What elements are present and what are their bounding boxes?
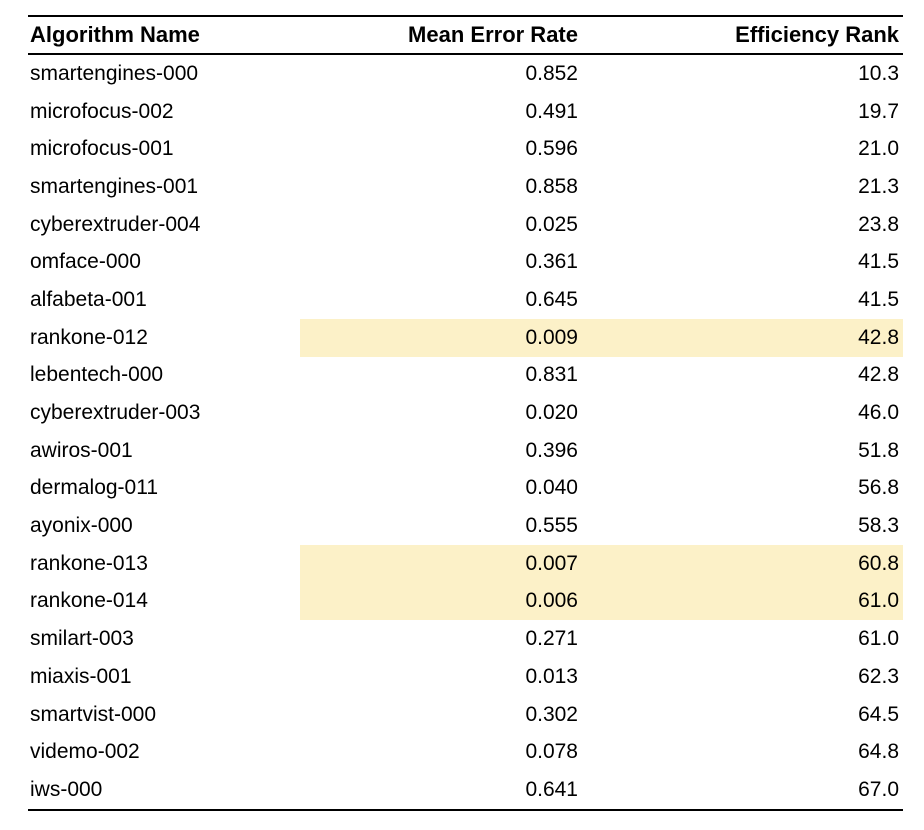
table-row: rankone-012 0.009 42.8: [28, 318, 903, 357]
mean-error-rate-cell: 0.645: [525, 287, 578, 311]
mean-error-rate-cell: 0.858: [525, 174, 578, 198]
efficiency-rank-cell: 41.5: [858, 287, 899, 311]
col-header-mean-error-rate: Mean Error Rate: [300, 15, 582, 55]
mean-error-rate-cell: 0.852: [525, 61, 578, 85]
col-header-algorithm-name: Algorithm Name: [28, 15, 300, 55]
mean-error-rate-cell: 0.596: [525, 137, 578, 161]
algorithm-name-cell: awiros-001: [30, 438, 133, 462]
table-row: rankone-013 0.007 60.8: [28, 544, 903, 583]
mean-error-rate-cell: 0.641: [300, 771, 582, 811]
efficiency-rank-cell: 42.8: [582, 318, 903, 357]
efficiency-rank-cell: 62.3: [858, 664, 899, 688]
table-row: microfocus-001 0.596 21.0: [28, 130, 903, 168]
algorithm-name-cell: lebentech-000: [30, 363, 164, 387]
algorithm-name-cell: iws-000: [28, 771, 300, 811]
mean-error-rate-cell: 0.040: [525, 476, 578, 500]
mean-error-rate-cell: 0.302: [525, 702, 578, 726]
algorithm-name-cell: rankone-014: [30, 589, 148, 613]
efficiency-rank-cell: 21.0: [858, 137, 899, 161]
algorithm-name-cell: ayonix-000: [30, 514, 133, 538]
mean-error-rate-cell: 0.491: [525, 99, 578, 123]
efficiency-rank-cell: 41.5: [858, 250, 899, 274]
algorithm-name-cell: cyberextruder-003: [30, 401, 201, 425]
table-row: omface-000 0.361 41.5: [28, 243, 903, 281]
efficiency-rank-cell: 61.0: [582, 582, 903, 621]
algorithm-name-cell: omface-000: [30, 250, 141, 274]
table-row: smartengines-001 0.858 21.3: [28, 168, 903, 206]
algorithm-name-cell: miaxis-001: [30, 664, 132, 688]
efficiency-rank-cell: 56.8: [858, 476, 899, 500]
efficiency-rank-cell: 64.5: [858, 702, 899, 726]
mean-error-rate-cell: 0.020: [525, 401, 578, 425]
efficiency-rank-cell: 46.0: [858, 401, 899, 425]
algorithm-name-cell: microfocus-002: [30, 99, 174, 123]
mean-error-rate-cell: 0.361: [525, 250, 578, 274]
mean-error-rate-cell: 0.009: [300, 318, 582, 357]
table-row: miaxis-001 0.013 62.3: [28, 658, 903, 696]
efficiency-rank-cell: 23.8: [858, 212, 899, 236]
algorithm-table: Algorithm Name Mean Error Rate Efficienc…: [28, 15, 903, 811]
table-row: cyberextruder-004 0.025 23.8: [28, 206, 903, 244]
table-row: cyberextruder-003 0.020 46.0: [28, 394, 903, 432]
table-row: lebentech-000 0.831 42.8: [28, 357, 903, 395]
algorithm-name-cell: alfabeta-001: [30, 287, 147, 311]
mean-error-rate-cell: 0.396: [525, 438, 578, 462]
mean-error-rate-cell: 0.006: [300, 582, 582, 621]
algorithm-name-cell: videmo-002: [30, 740, 140, 764]
algorithm-name-cell: smartengines-000: [30, 61, 199, 85]
algorithm-name-cell: cyberextruder-004: [30, 212, 201, 236]
table-row: smartengines-000 0.852 10.3: [28, 54, 903, 93]
efficiency-rank-cell: 61.0: [858, 627, 899, 651]
table-row: ayonix-000 0.555 58.3: [28, 507, 903, 545]
efficiency-rank-cell: 58.3: [858, 514, 899, 538]
table-body: smartengines-000 0.852 10.3 microfocus-002 0…: [28, 54, 903, 811]
efficiency-rank-cell: 64.8: [858, 740, 899, 764]
mean-error-rate-cell: 0.078: [525, 740, 578, 764]
efficiency-rank-cell: 10.3: [858, 61, 899, 85]
mean-error-rate-cell: 0.025: [525, 212, 578, 236]
table-row: videmo-002 0.078 64.8: [28, 733, 903, 771]
algorithm-name-cell: rankone-013: [30, 551, 148, 575]
table-row: smilart-003 0.271 61.0: [28, 620, 903, 658]
efficiency-rank-cell: 19.7: [858, 99, 899, 123]
table-row: microfocus-002 0.491 19.7: [28, 93, 903, 131]
efficiency-rank-cell: 67.0: [582, 771, 903, 811]
table-row: rankone-014 0.006 61.0: [28, 582, 903, 621]
table-row: dermalog-011 0.040 56.8: [28, 470, 903, 508]
efficiency-rank-cell: 21.3: [858, 174, 899, 198]
algorithm-name-cell: smartengines-001: [30, 174, 199, 198]
efficiency-rank-cell: 60.8: [582, 544, 903, 583]
mean-error-rate-cell: 0.831: [525, 363, 578, 387]
table-row: iws-000 0.641 67.0: [28, 771, 903, 811]
algorithm-name-cell: dermalog-011: [30, 476, 159, 500]
table-row: alfabeta-001 0.645 41.5: [28, 281, 903, 319]
mean-error-rate-cell: 0.007: [300, 544, 582, 583]
table-row: awiros-001 0.396 51.8: [28, 432, 903, 470]
algorithm-table-container: Algorithm Name Mean Error Rate Efficienc…: [28, 15, 903, 811]
mean-error-rate-cell: 0.013: [525, 664, 578, 688]
col-header-efficiency-rank: Efficiency Rank: [582, 15, 903, 55]
mean-error-rate-cell: 0.555: [525, 514, 578, 538]
algorithm-name-cell: microfocus-001: [30, 137, 174, 161]
efficiency-rank-cell: 51.8: [858, 438, 899, 462]
algorithm-name-cell: smilart-003: [30, 627, 134, 651]
algorithm-name-cell: smartvist-000: [30, 702, 157, 726]
algorithm-name-cell: rankone-012: [30, 325, 148, 349]
table-row: smartvist-000 0.302 64.5: [28, 696, 903, 734]
efficiency-rank-cell: 42.8: [858, 363, 899, 387]
mean-error-rate-cell: 0.271: [525, 627, 578, 651]
header-row: Algorithm Name Mean Error Rate Efficienc…: [28, 15, 903, 55]
